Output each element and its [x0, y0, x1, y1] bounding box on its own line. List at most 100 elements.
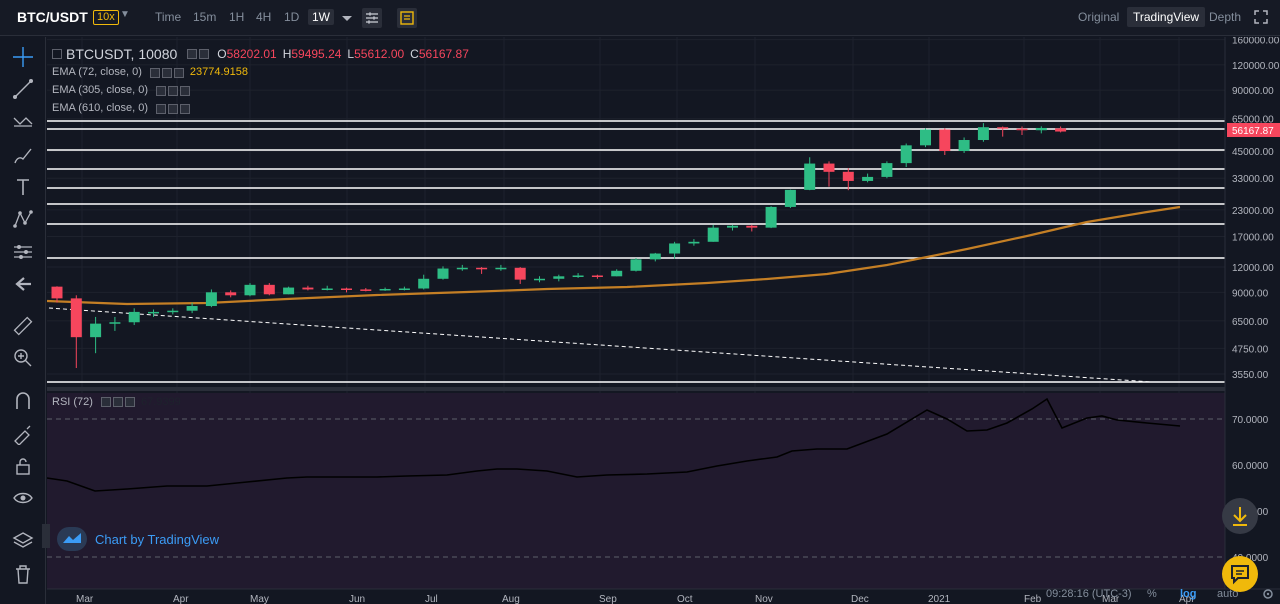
dashed-trend-line[interactable] — [48, 307, 1153, 383]
auto-scale-toggle[interactable]: auto — [1217, 588, 1239, 600]
close-icon[interactable] — [124, 397, 135, 408]
price-chart[interactable]: 160000.00 120000.00 90000.00 65000.00 45000.… — [47, 37, 1280, 604]
ema2-row: EMA (305, close, 0) — [52, 81, 469, 99]
ema2-label: EMA (305, close, 0) — [52, 84, 148, 96]
close-icon[interactable] — [180, 103, 190, 114]
brush-icon[interactable] — [11, 143, 35, 167]
candle-body — [1035, 127, 1047, 131]
price-axis[interactable]: 160000.00 120000.00 90000.00 65000.00 45000.… — [1232, 37, 1280, 381]
trash-icon[interactable] — [11, 562, 35, 586]
pattern-tool-icon[interactable] — [11, 207, 35, 231]
tf-1d[interactable]: 1D — [284, 10, 300, 24]
eye-icon[interactable] — [100, 397, 111, 408]
candle-body — [167, 310, 179, 313]
candle-body — [418, 278, 430, 289]
chat-button[interactable] — [1222, 556, 1258, 592]
more-timeframes-icon[interactable] — [337, 8, 357, 28]
candle-body — [804, 163, 816, 190]
rsi-label: RSI (72) — [52, 396, 93, 408]
candle-body — [630, 259, 642, 271]
candle-body — [591, 275, 603, 277]
candle-body — [881, 163, 893, 177]
ema3-row: EMA (610, close, 0) — [52, 99, 469, 117]
text-tool-icon[interactable] — [11, 175, 35, 199]
view-depth[interactable]: Depth — [1209, 10, 1242, 24]
settings-icon[interactable] — [168, 103, 178, 114]
candle-body — [495, 267, 507, 270]
candle-body — [225, 292, 237, 296]
back-arrow-icon[interactable] — [11, 272, 35, 296]
time-tick-label: Oct — [677, 594, 693, 604]
high-value: 59495.24 — [291, 47, 342, 61]
time-tick-label: Nov — [755, 594, 773, 604]
zoom-in-icon[interactable] — [11, 346, 35, 370]
stay-in-drawing-icon[interactable] — [11, 421, 35, 445]
leverage-badge[interactable]: 10x — [93, 10, 119, 25]
legend-symbol: BTCUSDT, 10080 — [66, 46, 178, 62]
indicators-icon[interactable] — [397, 8, 417, 28]
candles — [51, 123, 1067, 369]
last-price-tag — [1227, 123, 1280, 137]
price-tick-label: 23000.00 — [1232, 206, 1274, 217]
candle-body — [148, 311, 159, 314]
clock-readout[interactable]: 09:28:16 (UTC-3) — [1046, 588, 1132, 600]
log-scale-toggle[interactable]: log — [1180, 588, 1197, 600]
crosshair-icon[interactable] — [11, 45, 35, 69]
tradingview-watermark[interactable]: Chart by TradingView — [57, 527, 219, 551]
trend-line-icon[interactable] — [11, 77, 35, 101]
close-icon[interactable] — [173, 67, 184, 78]
settings-icon[interactable] — [161, 67, 172, 78]
ema1-label: EMA (72, close, 0) — [52, 66, 142, 78]
tf-4h[interactable]: 4H — [256, 10, 272, 24]
fullscreen-icon[interactable] — [1253, 9, 1269, 25]
layers-icon[interactable] — [11, 529, 35, 553]
candle-body — [283, 287, 295, 295]
candle-body — [553, 276, 565, 279]
tf-15m[interactable]: 15m — [193, 10, 217, 24]
gear-icon[interactable] — [1262, 588, 1274, 600]
download-button[interactable] — [1222, 498, 1258, 534]
candle-body — [784, 189, 796, 207]
rsi-legend: RSI (72) 67.9399 — [52, 396, 181, 408]
time-tick-label: Feb — [1024, 594, 1042, 604]
eye-icon[interactable] — [156, 103, 166, 114]
eye-icon[interactable] — [156, 85, 166, 96]
download-icon — [1233, 507, 1247, 526]
low-value: 55612.00 — [354, 47, 405, 61]
settings-icon[interactable] — [112, 397, 123, 408]
collapse-toolbar-handle[interactable] — [42, 524, 50, 548]
candle-body — [128, 311, 140, 323]
candle-body — [51, 286, 63, 299]
settings-icon[interactable] — [187, 49, 198, 59]
settings-icon[interactable] — [168, 85, 178, 96]
close-icon[interactable] — [180, 85, 190, 96]
candle-body — [514, 267, 526, 280]
chevron-down-icon[interactable]: ▼ — [120, 9, 130, 20]
ruler-icon[interactable] — [11, 314, 35, 338]
chart-legend: BTCUSDT, 10080 O 58202.01 H 59495.24 L 5561… — [52, 45, 469, 117]
price-tick-label: 17000.00 — [1232, 232, 1274, 243]
candle-body — [611, 270, 623, 277]
candle-body — [765, 206, 777, 228]
lock-icon[interactable] — [11, 454, 35, 478]
horizontal-levels[interactable] — [47, 120, 1225, 383]
tf-1w[interactable]: 1W — [308, 9, 334, 25]
view-tradingview[interactable]: TradingView — [1127, 7, 1206, 27]
settings-sliders-icon[interactable] — [362, 8, 382, 28]
watermark-text[interactable]: Chart by TradingView — [95, 531, 220, 547]
tf-1h[interactable]: 1H — [229, 10, 245, 24]
magnet-icon[interactable] — [11, 389, 35, 413]
percent-scale-toggle[interactable]: % — [1147, 588, 1157, 600]
eye-icon[interactable] — [11, 486, 35, 510]
candle-body — [456, 267, 468, 270]
tf-time[interactable]: Time — [155, 10, 182, 24]
time-axis[interactable]: Mar Apr May Jun Jul Aug Sep Oct Nov Dec 2021 Feb Mar… — [76, 594, 1195, 604]
prediction-tool-icon[interactable] — [11, 240, 35, 264]
view-original[interactable]: Original — [1078, 10, 1120, 24]
close-icon[interactable] — [199, 49, 210, 59]
checkbox-icon[interactable] — [52, 49, 62, 59]
symbol-title[interactable]: BTC/USDT — [17, 9, 88, 25]
fib-tool-icon[interactable] — [11, 110, 35, 134]
eye-icon[interactable] — [149, 67, 160, 78]
